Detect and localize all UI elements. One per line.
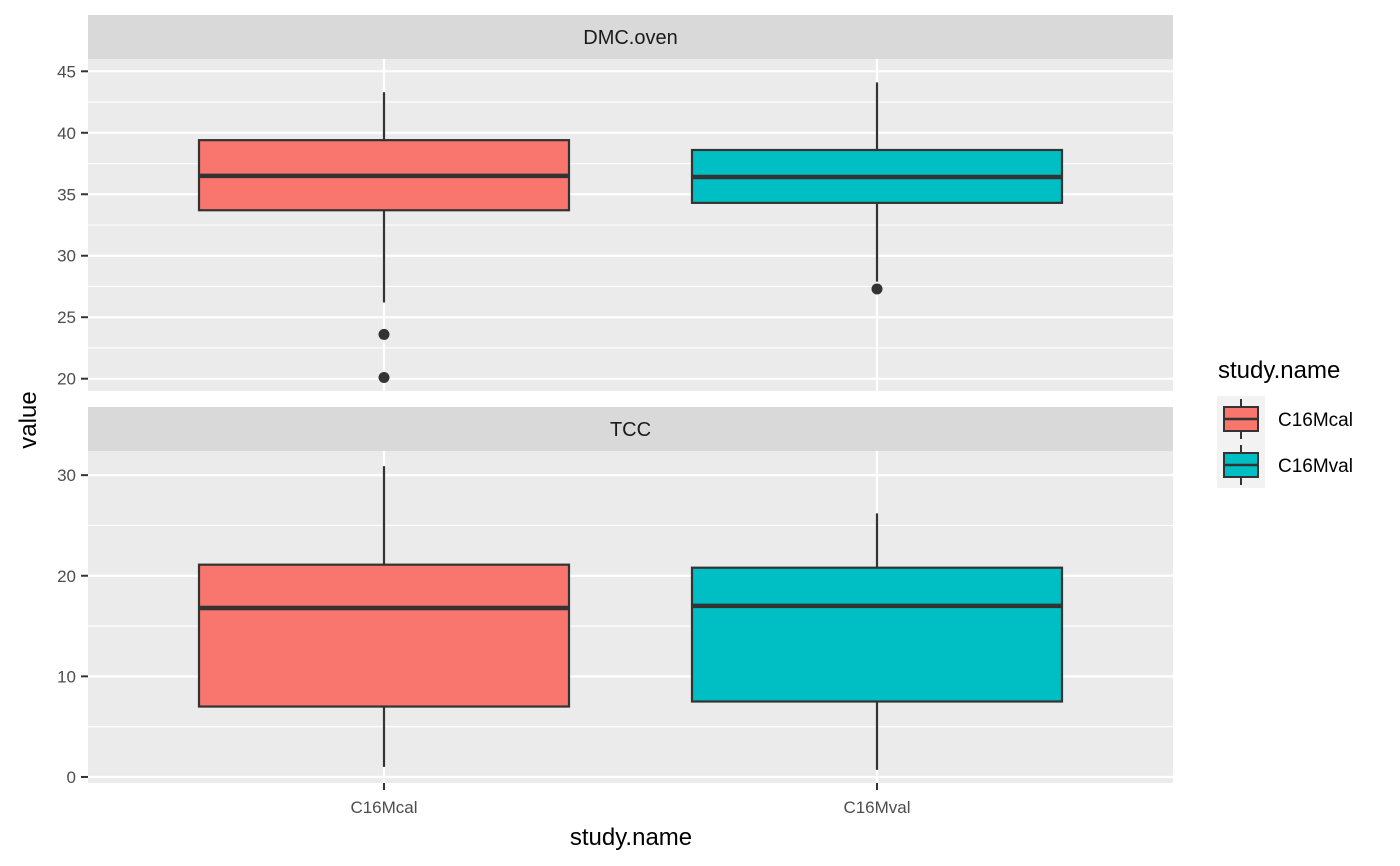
facet-strip-label: TCC	[610, 419, 651, 441]
box-iqr	[197, 563, 571, 708]
y-tick-label: 20	[57, 567, 76, 586]
box-c16mcal	[197, 92, 571, 383]
y-tick-label: 40	[57, 124, 76, 143]
facet-strip	[88, 15, 1173, 59]
y-tick-label: 0	[67, 768, 76, 787]
facet-panel: DMC.oven 20 25 30 35 40 45	[57, 15, 1173, 391]
outlier-point	[871, 283, 883, 295]
legend-label: C16Mcal	[1278, 410, 1353, 431]
y-tick-label: 35	[57, 185, 76, 204]
y-tick-label: 10	[57, 667, 76, 686]
y-tick-label: 45	[57, 62, 76, 81]
outlier-point	[378, 371, 390, 383]
y-tick-label: 25	[57, 308, 76, 327]
y-tick-label: 20	[57, 370, 76, 389]
facets-layer: DMC.oven 20 25 30 35 40 45 TCC 0 10 20 30 C16Mcal C16…	[57, 15, 1173, 817]
x-tick-label: C16Mval	[843, 798, 910, 817]
box-c16mval	[690, 82, 1064, 295]
y-tick-label: 30	[57, 466, 76, 485]
y-tick-label: 30	[57, 247, 76, 266]
y-axis-title: value	[15, 391, 42, 448]
facet-panel: TCC 0 10 20 30	[57, 407, 1173, 787]
legend-label: C16Mval	[1278, 456, 1353, 477]
box-c16mval	[690, 513, 1064, 770]
x-tick-label: C16Mcal	[350, 798, 417, 817]
x-axis-title: study.name	[570, 824, 692, 851]
legend: study.name C16Mcal C16Mval	[1217, 357, 1353, 488]
box-c16mcal	[197, 466, 571, 767]
facet-strip-label: DMC.oven	[583, 27, 677, 49]
legend-title: study.name	[1218, 357, 1340, 384]
box-iqr	[690, 566, 1064, 703]
facet-strip	[88, 407, 1173, 451]
outlier-point	[378, 328, 390, 340]
